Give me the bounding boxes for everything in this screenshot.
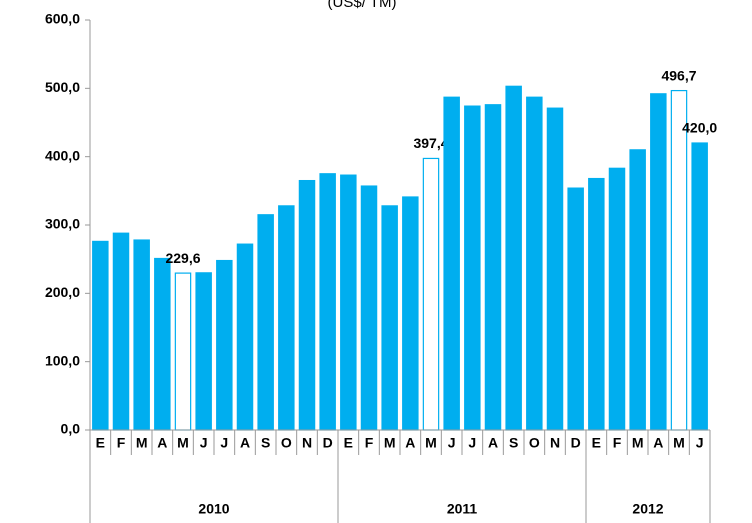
x-tick-label: E [96,435,105,451]
bar [505,85,522,431]
x-tick-label: D [323,435,333,451]
value-label: 229,6 [165,250,200,266]
y-tick-label: 0,0 [61,421,81,437]
bar [402,196,419,431]
bar [691,142,708,431]
bar [278,205,295,431]
bar [257,214,274,431]
y-tick-label: 100,0 [45,352,80,368]
group-label: 2011 [447,501,478,517]
bar [236,243,254,431]
x-tick-label: F [365,435,374,451]
value-label: 420,0 [682,120,717,136]
x-tick-label: M [136,435,148,451]
x-tick-label: A [653,435,663,451]
y-tick-label: 500,0 [45,79,80,95]
bar [195,272,212,431]
bar [340,174,357,431]
x-tick-label: E [344,435,353,451]
y-tick-label: 300,0 [45,216,80,232]
x-tick-label: A [240,435,250,451]
bar [443,96,460,431]
bar [670,89,688,431]
bar [526,96,543,431]
x-tick-label: O [281,435,292,451]
bar [650,93,667,431]
bar [154,257,171,431]
y-tick-label: 400,0 [45,147,80,163]
x-tick-label: M [632,435,644,451]
bar [381,205,398,431]
bar [588,177,605,431]
x-tick-label: S [509,435,518,451]
bar [546,107,564,431]
x-tick-label: M [384,435,396,451]
x-tick-label: A [405,435,415,451]
value-label: 397,4 [413,135,448,151]
bar [174,272,192,431]
x-tick-label: D [571,435,581,451]
y-tick-label: 200,0 [45,284,80,300]
bar [422,157,440,431]
x-tick-label: F [117,435,126,451]
x-tick-label: A [488,435,498,451]
bar [92,240,109,431]
bar [319,173,336,431]
bar [484,104,502,431]
bar [298,179,316,431]
bar [608,167,626,431]
bar [133,239,150,431]
bar [216,259,233,431]
value-label: 496,7 [661,67,696,83]
bar [360,185,378,431]
chart-subtitle: (US$/ TM) [328,0,397,11]
x-tick-label: J [200,435,208,451]
x-tick-label: J [696,435,704,451]
x-tick-label: S [261,435,270,451]
x-tick-label: A [157,435,167,451]
x-tick-label: M [673,435,685,451]
y-tick-label: 600,0 [45,11,80,27]
bar [112,232,130,431]
group-label: 2010 [198,501,229,517]
x-tick-label: N [302,435,312,451]
group-label: 2012 [632,501,663,517]
x-tick-label: J [220,435,228,451]
x-tick-label: J [468,435,476,451]
bar [464,105,481,431]
x-tick-label: O [529,435,540,451]
bar [629,149,646,431]
x-tick-label: N [550,435,560,451]
x-tick-label: F [613,435,622,451]
x-tick-label: M [177,435,189,451]
x-tick-label: M [425,435,437,451]
bar [567,187,584,431]
x-tick-label: J [448,435,456,451]
x-tick-label: E [592,435,601,451]
